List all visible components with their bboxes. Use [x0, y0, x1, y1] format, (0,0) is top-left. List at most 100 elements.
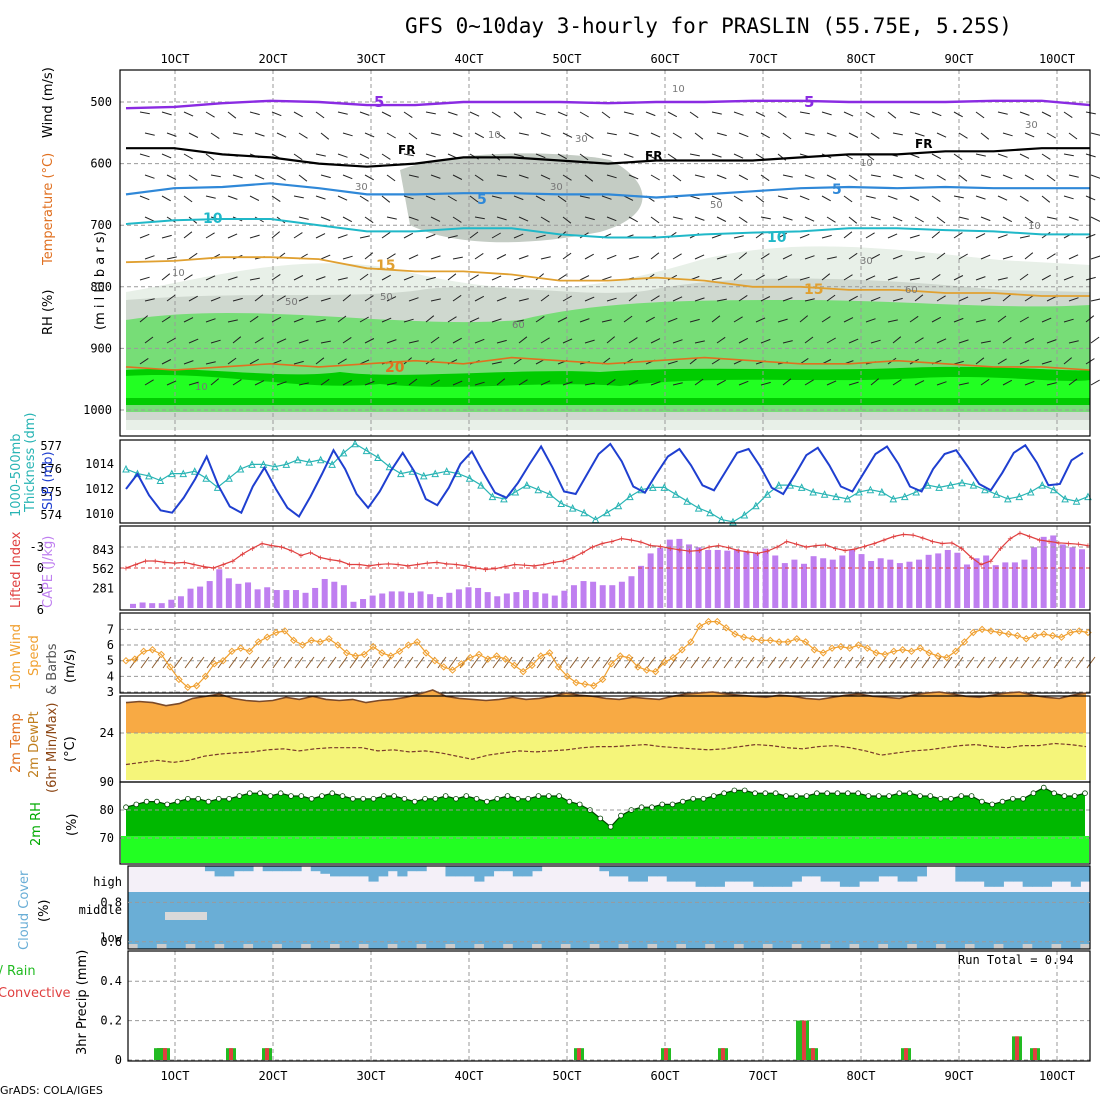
rh-point — [875, 793, 882, 799]
wind-barb — [381, 111, 392, 117]
wind-barb — [1041, 317, 1052, 323]
wind10-barb — [327, 656, 337, 669]
li-point: + — [930, 537, 936, 547]
wind-barb — [496, 378, 506, 386]
wind-barb — [1002, 379, 1013, 386]
cape-bar — [398, 591, 405, 608]
wind-barb — [166, 132, 177, 137]
wind-barb — [430, 298, 441, 302]
wind-barb — [650, 295, 660, 302]
wind-speed-point — [563, 672, 571, 681]
wind-barb — [755, 195, 765, 203]
wind-barb — [826, 337, 836, 344]
wind-barb — [452, 174, 463, 180]
cloud-high-bar — [609, 866, 620, 877]
wind-barb — [997, 195, 1008, 201]
rh-point — [680, 798, 686, 805]
wind10-barb — [305, 656, 315, 669]
wind-barb — [1024, 295, 1034, 302]
thickness-point — [706, 508, 714, 517]
wind-barb — [364, 380, 375, 386]
wind-speed-point — [572, 678, 580, 687]
wind-barb — [980, 216, 991, 222]
wind-barb — [931, 195, 941, 203]
wind-speed-point — [457, 660, 466, 668]
wind-speed-point — [510, 661, 519, 670]
wind-barb — [359, 359, 370, 365]
precip-conv-bar — [265, 1048, 269, 1060]
cloud-high-bar — [830, 866, 841, 882]
wind-barb — [359, 111, 370, 116]
li-point: + — [891, 533, 897, 543]
wind-barb — [1068, 297, 1079, 302]
cape-bar — [292, 590, 299, 608]
li-point: + — [813, 542, 819, 552]
date-label-bottom: 6OCT — [651, 1069, 680, 1083]
rh-shade-mid — [400, 153, 643, 243]
thickness-point — [580, 508, 588, 517]
wind-barb — [188, 252, 198, 260]
wind-speed-point — [351, 652, 360, 660]
wind-barb — [711, 358, 721, 365]
wind-barb — [249, 277, 260, 281]
wind-barb — [540, 174, 551, 180]
rh-point — [865, 793, 872, 799]
wind-speed-point — [1004, 630, 1013, 638]
rh-base-band — [121, 836, 1089, 863]
cape-bar — [235, 583, 242, 608]
cloud-high-bar — [349, 866, 360, 877]
thickness-point — [339, 448, 348, 457]
rh-point — [958, 793, 965, 799]
rh-point — [133, 801, 140, 808]
cloud-high-bar — [378, 866, 389, 877]
label-minus5-a: 5 — [374, 93, 384, 111]
li-point: + — [308, 549, 314, 559]
wind-barb — [183, 231, 193, 239]
wind-barb — [672, 339, 683, 344]
wind-barb — [1002, 336, 1012, 344]
wind-barb — [848, 295, 858, 302]
wind-barb — [425, 276, 436, 281]
wind-speed-point — [369, 642, 377, 651]
wind-barb — [249, 358, 259, 365]
wind-barb — [342, 174, 353, 180]
wind-barb — [408, 378, 418, 386]
cloud-high-bar — [657, 866, 668, 877]
wind-barb — [1046, 132, 1056, 139]
wind-barb — [931, 273, 941, 281]
wind-tick: 6 — [107, 638, 114, 652]
wind-barb — [293, 195, 304, 199]
wind-barb — [540, 294, 550, 302]
wind-barb — [953, 153, 963, 161]
wind-barb — [1068, 132, 1078, 140]
li-point: + — [395, 561, 401, 571]
thickness-point — [889, 494, 898, 503]
cloud-low-bar — [1022, 944, 1033, 949]
wind10-barb — [503, 656, 513, 669]
wind10-barb — [855, 656, 865, 669]
wind-barb — [914, 216, 924, 223]
wind10-barb — [206, 656, 216, 669]
wind10-barb — [602, 656, 612, 669]
date-label-bottom: 1OCT — [161, 1069, 190, 1083]
temp-panel: 24 — [100, 689, 1091, 783]
li-point: + — [959, 544, 965, 554]
wind-barb — [804, 174, 815, 179]
wind-barb — [293, 111, 303, 118]
cape-bar — [868, 561, 875, 608]
cloud-high-bar — [849, 866, 860, 887]
rh-shade-90 — [126, 374, 1090, 398]
wind-barb — [975, 319, 986, 323]
cape-bar — [829, 559, 836, 608]
thickness-point — [900, 492, 909, 501]
li-tick: 6 — [37, 603, 44, 617]
li-point: + — [182, 558, 188, 568]
cape-tick: 562 — [92, 562, 114, 576]
wind-barb — [254, 337, 264, 344]
wind-barb — [430, 174, 441, 179]
wind-barb — [716, 174, 727, 180]
cloud-high-bar — [791, 866, 802, 882]
cape-bar — [494, 596, 501, 608]
wind-speed-point — [475, 650, 483, 659]
cloud-high-bar — [455, 866, 466, 877]
